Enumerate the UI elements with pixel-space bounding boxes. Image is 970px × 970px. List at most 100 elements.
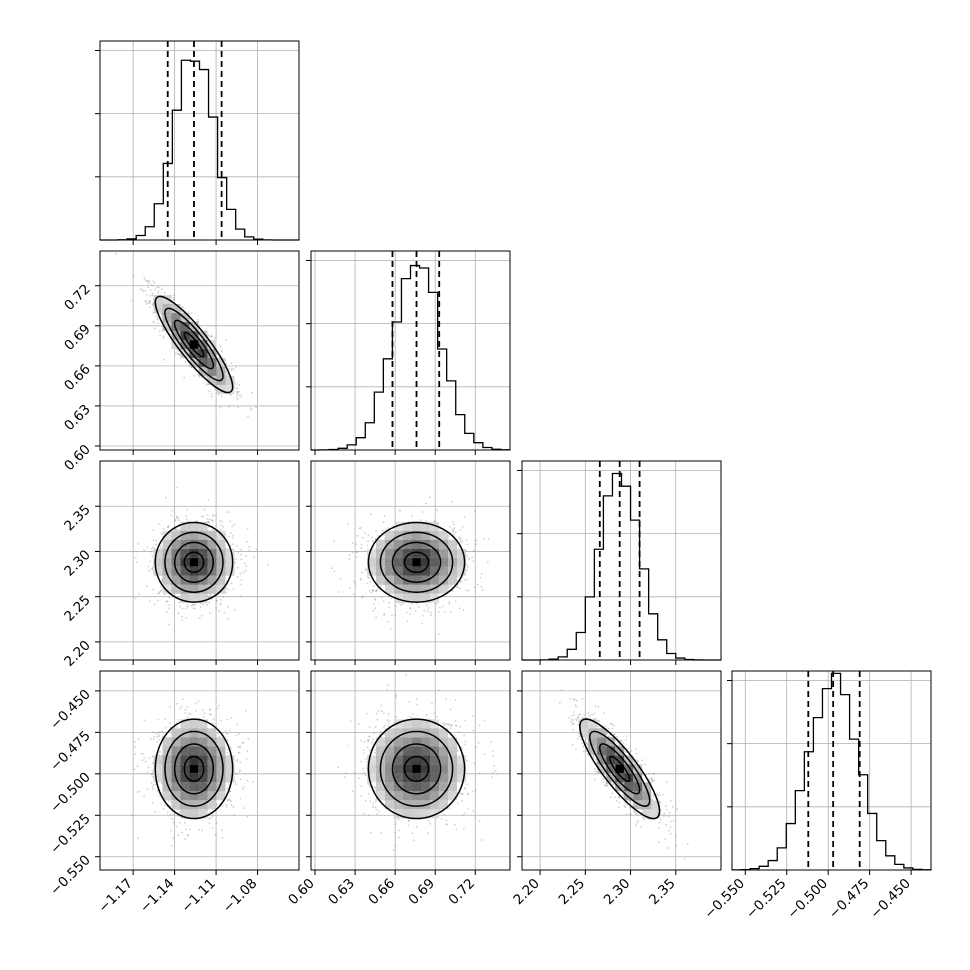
sample-point [360, 547, 362, 550]
sample-point [239, 396, 242, 399]
contour-line [173, 541, 215, 583]
sample-point [173, 298, 175, 301]
sample-point [208, 596, 211, 598]
density-cell [153, 548, 163, 558]
sample-point [373, 597, 376, 600]
sample-point [154, 732, 157, 735]
density-cell [403, 521, 413, 531]
sample-point [170, 845, 173, 847]
sample-point [180, 705, 183, 708]
sample-point [167, 524, 170, 527]
density-cell [207, 575, 217, 585]
density-cell [412, 539, 422, 549]
sample-point [230, 804, 233, 807]
sample-point [452, 529, 455, 532]
sample-point [448, 602, 451, 605]
sample-point [367, 534, 370, 537]
sample-point [371, 588, 374, 591]
sample-point [219, 602, 222, 605]
sample-point [162, 337, 165, 339]
sample-point [251, 391, 254, 394]
sample-point [207, 817, 210, 820]
sample-point [461, 525, 464, 528]
sample-point [222, 525, 225, 528]
sample-point [236, 393, 238, 395]
sample-point [237, 390, 240, 393]
sample-point [365, 568, 368, 571]
sample-point [163, 593, 166, 596]
sample-point [190, 312, 193, 314]
sample-point [160, 313, 163, 316]
sample-point [463, 515, 466, 518]
hist-panel-2 [517, 461, 722, 665]
sample-point [398, 509, 401, 512]
sample-point [242, 788, 244, 790]
sample-point [157, 731, 160, 734]
sample-point [251, 408, 253, 411]
x-tick-label: −0.475 [826, 876, 873, 923]
sample-point [256, 548, 258, 551]
sample-point [249, 407, 252, 410]
sample-point [236, 391, 239, 394]
sample-point [248, 545, 251, 548]
sample-point [151, 293, 154, 295]
sample-point [145, 300, 147, 303]
density-cell [385, 548, 395, 558]
sample-point [457, 575, 459, 578]
density-cell [385, 566, 395, 576]
sample-point [163, 804, 166, 807]
density-cell [376, 575, 386, 585]
density-cell [207, 557, 217, 567]
sample-point [383, 534, 385, 537]
sample-point [186, 604, 189, 607]
sample-point [181, 306, 184, 309]
sample-point [215, 606, 217, 609]
sample-point [209, 817, 212, 820]
sample-point [150, 550, 153, 553]
sample-point [195, 520, 198, 522]
density-cell [448, 566, 458, 576]
contour-line [164, 531, 224, 593]
density-cell [153, 303, 163, 313]
density-cell [367, 557, 377, 567]
sample-point [152, 529, 155, 532]
sample-point [194, 607, 197, 610]
sample-point [186, 509, 189, 511]
sample-point [236, 387, 239, 390]
density-cell [448, 575, 458, 585]
sample-point [151, 283, 153, 286]
sample-point [225, 362, 228, 365]
sample-point [157, 599, 160, 602]
sample-point [156, 318, 159, 321]
sample-point [409, 607, 412, 610]
sample-point [452, 528, 454, 530]
sample-point [372, 609, 375, 612]
density-cell [180, 530, 190, 540]
sample-point [244, 569, 247, 572]
density-peak [412, 558, 421, 567]
sample-point [388, 606, 391, 609]
sample-point [423, 609, 426, 612]
density-cell [376, 539, 386, 549]
sample-point [147, 302, 150, 305]
sample-point [487, 561, 489, 564]
density-cell [439, 566, 449, 576]
density-cell [394, 557, 404, 567]
sample-point [149, 301, 152, 304]
density-cell [198, 566, 208, 576]
sample-point [225, 580, 228, 583]
sample-point [141, 288, 144, 291]
sample-point [145, 302, 148, 305]
density-cell [430, 557, 440, 567]
density-cell [439, 530, 449, 540]
sample-point [114, 252, 117, 255]
hist-frame-1 [310, 250, 511, 451]
sample-point [435, 602, 438, 605]
sample-point [368, 577, 370, 579]
sample-point [201, 614, 203, 617]
sample-point [143, 756, 146, 759]
contour-line [164, 307, 224, 382]
sample-point [456, 586, 458, 588]
density-cell [198, 521, 208, 531]
sample-point [383, 614, 385, 616]
